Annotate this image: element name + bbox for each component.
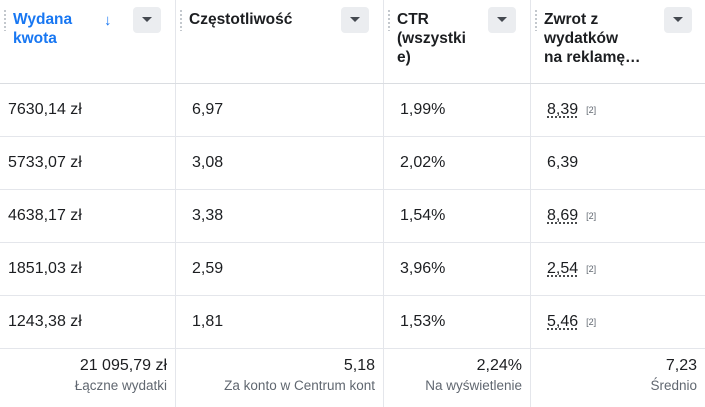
column-header-roas[interactable]: Zwrot z wydatków na reklamę… bbox=[531, 0, 705, 83]
total-value: 2,24% bbox=[476, 357, 522, 374]
table-row[interactable]: 1243,38 zł 1,81 1,53% 5,46 [2] bbox=[0, 296, 705, 349]
roas-cell: 2,54 [2] bbox=[547, 243, 596, 295]
caret-down-icon bbox=[142, 17, 152, 22]
ctr-cell: 1,54% bbox=[400, 207, 446, 224]
total-label: Na wyświetlenie bbox=[425, 378, 522, 393]
roas-footnote[interactable]: [2] bbox=[586, 105, 597, 115]
column-title-roas: Zwrot z wydatków na reklamę… bbox=[544, 11, 641, 66]
column-menu-button[interactable] bbox=[488, 7, 516, 33]
column-title-spend: Wydana kwota bbox=[13, 11, 73, 47]
arrow-down-icon[interactable]: ↓ bbox=[104, 12, 112, 29]
roas-cell: 5,46 [2] bbox=[547, 296, 596, 348]
total-label: Łączne wydatki bbox=[74, 378, 167, 393]
roas-cell: 8,39 [2] bbox=[547, 84, 596, 136]
table-footer-totals: 21 095,79 zł Łączne wydatki 5,18 Za kont… bbox=[0, 348, 705, 407]
ctr-cell: 1,53% bbox=[400, 313, 446, 330]
column-divider bbox=[530, 0, 531, 407]
frequency-cell: 6,97 bbox=[192, 101, 224, 118]
column-divider bbox=[383, 0, 384, 407]
total-value: 5,18 bbox=[343, 357, 375, 374]
column-title-frequency: Częstotliwość bbox=[189, 11, 293, 28]
frequency-cell: 1,81 bbox=[192, 313, 224, 330]
ctr-cell: 3,96% bbox=[400, 260, 446, 277]
drag-handle-icon[interactable] bbox=[180, 9, 182, 31]
frequency-cell: 3,08 bbox=[192, 154, 224, 171]
spend-cell: 1243,38 zł bbox=[8, 313, 82, 330]
roas-value: 6,39 bbox=[547, 154, 579, 171]
ctr-cell: 2,02% bbox=[400, 154, 446, 171]
spend-cell: 5733,07 zł bbox=[8, 154, 82, 171]
spend-cell: 7630,14 zł bbox=[8, 101, 82, 118]
total-label: Za konto w Centrum kont bbox=[224, 378, 375, 393]
column-header-spend[interactable]: Wydana kwota ↓ bbox=[0, 0, 175, 83]
total-label: Średnio bbox=[650, 378, 697, 393]
column-menu-button[interactable] bbox=[664, 7, 692, 33]
total-roas: 7,23 Średnio bbox=[531, 348, 705, 407]
roas-value[interactable]: 8,39 bbox=[547, 101, 579, 118]
caret-down-icon bbox=[673, 17, 683, 22]
caret-down-icon bbox=[350, 17, 360, 22]
column-header-ctr[interactable]: CTR (wszystki e) bbox=[384, 0, 530, 83]
total-spend: 21 095,79 zł Łączne wydatki bbox=[0, 348, 175, 407]
roas-value[interactable]: 2,54 bbox=[547, 260, 579, 277]
total-ctr: 2,24% Na wyświetlenie bbox=[384, 348, 530, 407]
table-row[interactable]: 4638,17 zł 3,38 1,54% 8,69 [2] bbox=[0, 190, 705, 243]
total-value: 21 095,79 zł bbox=[79, 357, 167, 374]
column-divider bbox=[175, 0, 176, 407]
column-header-frequency[interactable]: Częstotliwość bbox=[176, 0, 383, 83]
roas-footnote[interactable]: [2] bbox=[586, 211, 597, 221]
roas-value[interactable]: 5,46 bbox=[547, 313, 579, 330]
roas-cell: 8,69 [2] bbox=[547, 190, 596, 242]
roas-footnote[interactable]: [2] bbox=[586, 264, 597, 274]
total-frequency: 5,18 Za konto w Centrum kont bbox=[176, 348, 383, 407]
ctr-cell: 1,99% bbox=[400, 101, 446, 118]
table-row[interactable]: 1851,03 zł 2,59 3,96% 2,54 [2] bbox=[0, 243, 705, 296]
column-title-ctr: CTR (wszystki e) bbox=[397, 11, 466, 66]
roas-cell: 6,39 bbox=[547, 137, 586, 189]
drag-handle-icon[interactable] bbox=[535, 9, 537, 31]
table-header: Wydana kwota ↓ Częstotliwość CTR (wszyst… bbox=[0, 0, 705, 84]
frequency-cell: 3,38 bbox=[192, 207, 224, 224]
roas-value[interactable]: 8,69 bbox=[547, 207, 579, 224]
caret-down-icon bbox=[497, 17, 507, 22]
table-row[interactable]: 5733,07 zł 3,08 2,02% 6,39 bbox=[0, 137, 705, 190]
spend-cell: 4638,17 zł bbox=[8, 207, 82, 224]
column-menu-button[interactable] bbox=[341, 7, 369, 33]
table-row[interactable]: 7630,14 zł 6,97 1,99% 8,39 [2] bbox=[0, 84, 705, 137]
drag-handle-icon[interactable] bbox=[388, 9, 390, 31]
column-menu-button[interactable] bbox=[133, 7, 161, 33]
total-value: 7,23 bbox=[665, 357, 697, 374]
frequency-cell: 2,59 bbox=[192, 260, 224, 277]
roas-footnote[interactable]: [2] bbox=[586, 317, 597, 327]
spend-cell: 1851,03 zł bbox=[8, 260, 82, 277]
drag-handle-icon[interactable] bbox=[4, 9, 6, 31]
